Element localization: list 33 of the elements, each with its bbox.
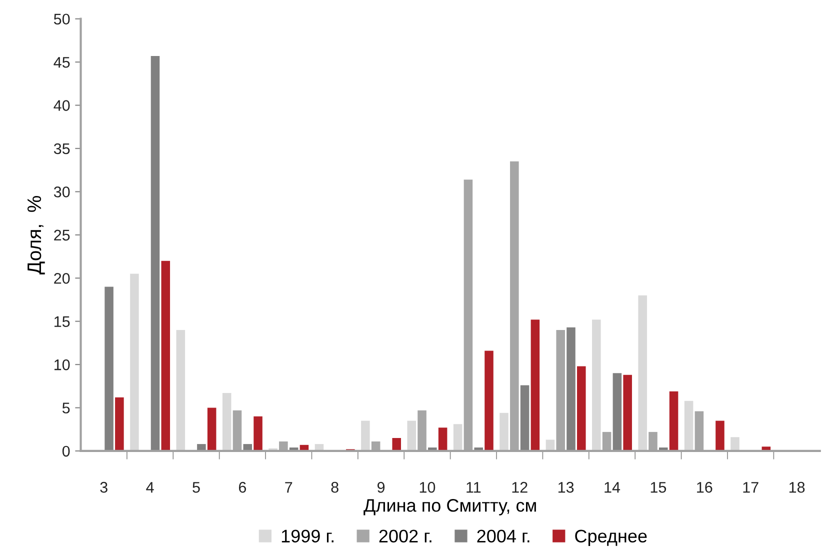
x-tick-label: 9	[377, 482, 385, 493]
y-tick-label: 25	[54, 230, 70, 241]
x-axis-title: Длина по Смитту, см	[364, 499, 536, 516]
y-tick-label: 40	[54, 100, 70, 111]
x-tick-label: 4	[146, 482, 154, 493]
x-tick-label: 12	[512, 482, 528, 493]
x-tick-label: 18	[789, 482, 805, 493]
legend-label: 2002 г.	[379, 530, 432, 542]
legend-label: 2004 г.	[477, 530, 530, 542]
legend-label: Среднее	[575, 530, 647, 546]
y-tick-label: 50	[54, 14, 70, 25]
x-tick-label: 13	[558, 482, 574, 493]
x-tick-label: 8	[331, 482, 338, 493]
y-tick-label: 20	[54, 272, 70, 284]
y-tick-label: 30	[54, 186, 70, 198]
x-tick-label: 6	[238, 482, 246, 493]
x-tick-label: 3	[100, 482, 108, 493]
x-tick-label: 17	[743, 482, 758, 493]
x-tick-label: 11	[466, 482, 481, 493]
legend-label: 1999 г.	[282, 530, 334, 542]
x-tick-label: 15	[650, 482, 666, 493]
y-tick-label: 15	[54, 316, 70, 328]
y-axis-title: Доля, %	[27, 196, 45, 274]
x-tick-label: 14	[604, 482, 620, 493]
y-tick-label: 35	[54, 143, 70, 154]
y-tick-label: 45	[54, 57, 70, 68]
y-tick-label: 5	[62, 402, 70, 414]
x-tick-label: 16	[697, 482, 712, 493]
x-tick-label: 10	[420, 482, 436, 493]
x-tick-label: 5	[192, 482, 200, 493]
y-tick-label: 10	[54, 359, 70, 370]
x-tick-label: 7	[285, 482, 292, 493]
y-tick-label: 0	[62, 446, 70, 457]
